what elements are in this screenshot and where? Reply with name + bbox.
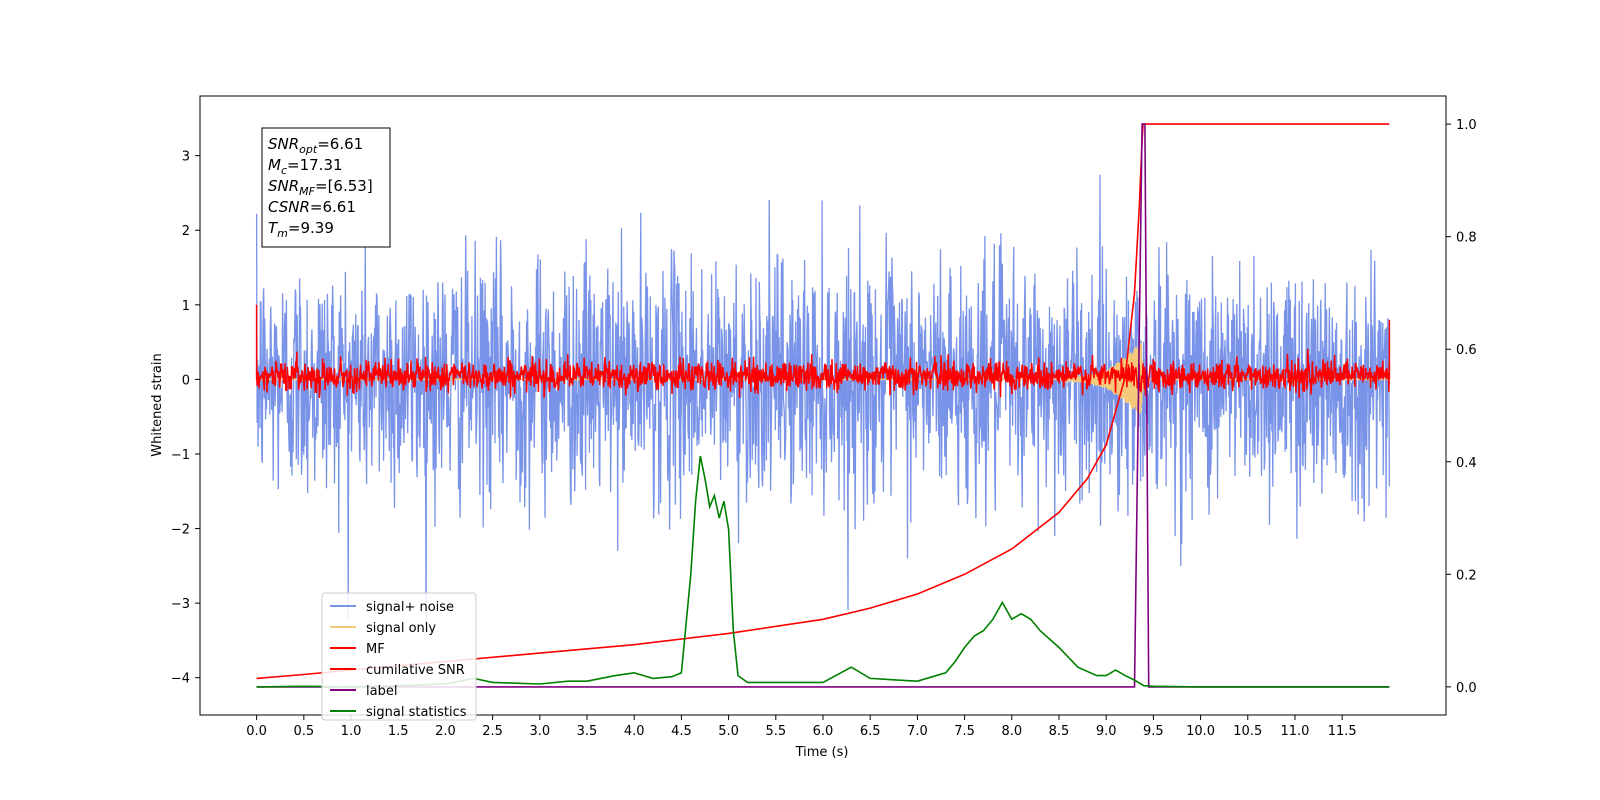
y-axis-label: Whitened strain — [150, 353, 165, 456]
y-tick-label: −2 — [171, 523, 190, 538]
y-axis-right: 0.0 0.2 0.4 0.6 0.8 1.0 — [1446, 118, 1477, 696]
x-tick-label: 6.0 — [813, 724, 834, 739]
x-tick-label: 10.0 — [1186, 724, 1215, 739]
x-tick-label: 5.0 — [718, 724, 739, 739]
y-tick-label: −4 — [171, 672, 190, 687]
stats-line: SNRopt=6.61 — [268, 135, 363, 156]
x-tick-label: 0.5 — [293, 724, 314, 739]
x-tick-label: 11.0 — [1280, 724, 1309, 739]
annotation-frame — [261, 127, 391, 248]
series-label — [256, 123, 1390, 688]
series-signal-statistics — [256, 455, 1390, 688]
x-tick-label: 2.0 — [435, 724, 456, 739]
series-label-line — [256, 123, 1390, 688]
x-tick-label: 2.5 — [482, 724, 503, 739]
series-signal-statistics-line — [256, 455, 1390, 688]
y2-tick-label: 1.0 — [1456, 118, 1477, 133]
series-mf-line — [255, 348, 1391, 399]
y-tick-label: 3 — [182, 150, 190, 165]
y-tick-label: 0 — [182, 373, 190, 388]
y2-tick-label: 0.2 — [1456, 568, 1477, 583]
legend-entry-label: signal statistics — [366, 705, 467, 720]
series-mf — [255, 304, 1391, 399]
legend-frame — [321, 592, 477, 721]
y2-tick-label: 0.8 — [1456, 231, 1477, 246]
x-tick-label: 1.0 — [341, 724, 362, 739]
x-tick-label: 6.5 — [860, 724, 881, 739]
x-tick-label: 4.5 — [671, 724, 692, 739]
x-tick-label: 3.5 — [577, 724, 598, 739]
x-tick-label: 10.5 — [1233, 724, 1262, 739]
x-tick-label: 9.5 — [1143, 724, 1164, 739]
legend-entry-label: signal+ noise — [366, 600, 454, 615]
stats-annotation-box: SNRopt=6.61Mc=17.31SNRMF=[6.53]CSNR=6.61… — [261, 127, 391, 248]
x-tick-label: 4.0 — [624, 724, 645, 739]
y2-tick-label: 0.0 — [1456, 681, 1477, 696]
legend-entry-label: signal only — [366, 621, 436, 636]
y-tick-label: −3 — [171, 597, 190, 612]
y2-tick-label: 0.4 — [1456, 456, 1477, 471]
x-tick-label: 8.5 — [1049, 724, 1070, 739]
x-tick-label: 8.0 — [1001, 724, 1022, 739]
stats-line: Tm=9.39 — [268, 219, 334, 240]
series-cumilative-snr-line — [256, 123, 1390, 680]
y-axis-left: 3 2 1 0 −1 −2 −3 −4 — [171, 150, 200, 687]
plot-area — [255, 123, 1391, 688]
x-tick-label: 3.0 — [529, 724, 550, 739]
x-axis-label: Time (s) — [795, 745, 849, 760]
x-tick-label: 5.5 — [765, 724, 786, 739]
x-tick-label: 11.5 — [1328, 724, 1357, 739]
stats-line: SNRMF=[6.53] — [268, 177, 373, 198]
legend-entry-label: label — [366, 684, 397, 699]
x-tick-label: 7.5 — [954, 724, 975, 739]
series-cumilative-snr — [256, 123, 1390, 680]
y-tick-label: 2 — [182, 224, 190, 239]
x-axis: 0.0 0.5 1.0 1.5 2.0 2.5 3.0 3.5 4.0 4.5 5.0 5.5 6.0 6… — [246, 715, 1357, 739]
y-tick-label: 1 — [182, 299, 190, 314]
series-mf-edge-spikes — [255, 304, 1391, 380]
series-signal-plus-noise — [255, 174, 1391, 630]
stats-line: Mc=17.31 — [268, 156, 343, 177]
x-tick-label: 9.0 — [1096, 724, 1117, 739]
y-tick-label: −1 — [171, 448, 190, 463]
y2-tick-label: 0.6 — [1456, 343, 1477, 358]
legend: signal+ noise signal only MF cumilative SNR… — [321, 592, 477, 721]
stats-line: CSNR=6.61 — [268, 198, 356, 216]
x-tick-label: 1.5 — [388, 724, 409, 739]
series-signal-plus-noise-line — [255, 174, 1391, 630]
legend-entry-label: MF — [366, 642, 385, 657]
x-tick-label: 7.0 — [907, 724, 928, 739]
x-tick-label: 0.0 — [246, 724, 267, 739]
legend-entry-label: cumilative SNR — [366, 663, 465, 678]
